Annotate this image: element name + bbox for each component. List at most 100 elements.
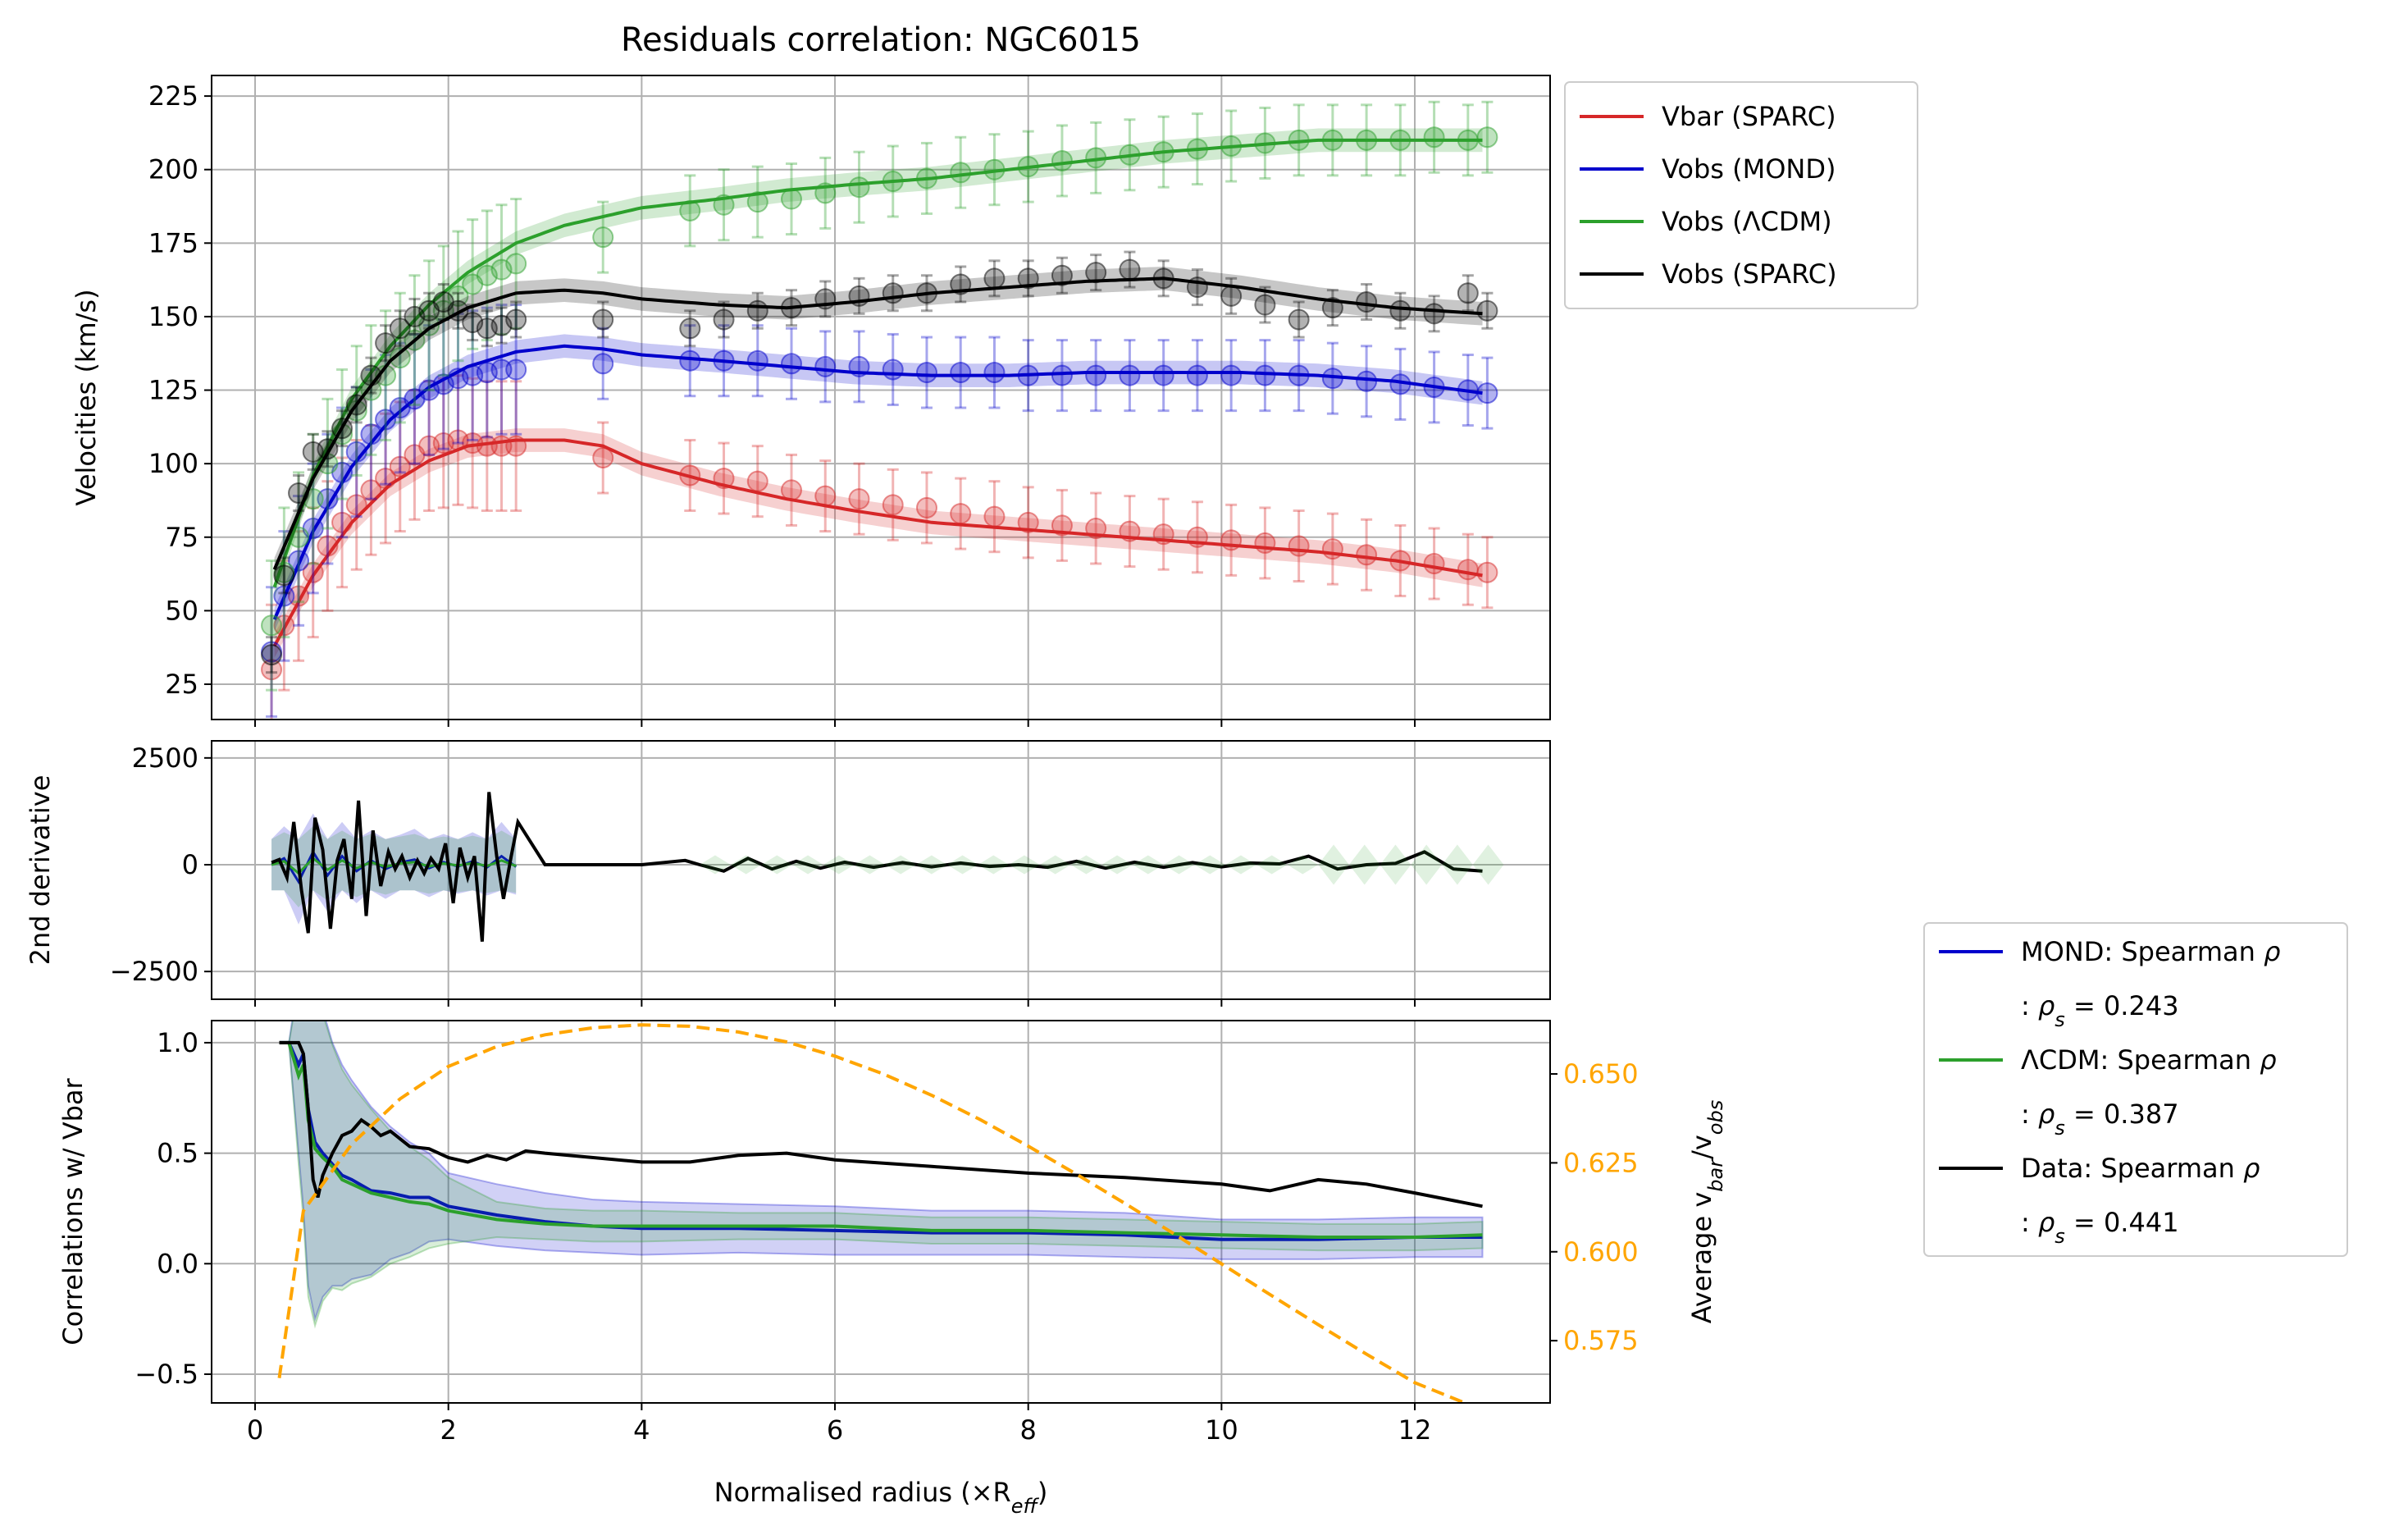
- band-segment: [1009, 855, 1040, 875]
- series-vbar-sparc-: [261, 374, 1498, 720]
- y2-tick-label: 0.575: [1563, 1325, 1639, 1356]
- band-segment: [823, 855, 855, 875]
- data-point: [1051, 149, 1073, 171]
- series-line: [272, 438, 1483, 647]
- band-segment: [946, 855, 978, 875]
- y-axis-label: 2nd derivative: [25, 775, 56, 966]
- chart-title: Residuals correlation: NGC6015: [621, 21, 1141, 59]
- data-point: [592, 308, 614, 331]
- band-segment: [1318, 844, 1349, 885]
- data-point: [950, 362, 972, 384]
- data-point: [746, 299, 768, 322]
- y-tick-label: 200: [148, 154, 198, 185]
- band-segment: [1472, 844, 1504, 885]
- data-point: [882, 494, 904, 516]
- axes-frame: [211, 1020, 1551, 1404]
- legend-label: MOND: Spearman ρ: [2021, 936, 2280, 967]
- data-point: [983, 362, 1006, 384]
- data-point: [360, 479, 382, 501]
- data-point: [1356, 291, 1378, 313]
- legend-label: Data: Spearman ρ: [2021, 1153, 2260, 1184]
- legend-frame: [1923, 922, 2348, 1257]
- legend-label: Vbar (SPARC): [1662, 101, 1836, 132]
- data-point: [592, 446, 614, 468]
- data-point: [882, 359, 904, 381]
- data-point: [360, 379, 382, 401]
- data-point: [781, 353, 803, 375]
- data-point: [1321, 297, 1343, 319]
- data-point: [1288, 535, 1310, 557]
- data-point: [1476, 561, 1498, 583]
- y-tick-label: 175: [148, 227, 198, 258]
- data-point: [375, 409, 397, 431]
- band-segment: [792, 855, 823, 875]
- data-point: [679, 318, 701, 340]
- data-point: [273, 564, 295, 587]
- band-segment: [1287, 855, 1319, 875]
- data-point: [848, 488, 870, 510]
- x-axis-label: Normalised radius (×Reff): [714, 1477, 1048, 1518]
- band-segment: [700, 855, 731, 875]
- data-point: [1017, 511, 1039, 533]
- data-point: [1423, 126, 1445, 148]
- data-point: [882, 282, 904, 304]
- data-point: [505, 253, 527, 275]
- band-segment: [1163, 855, 1195, 875]
- data-point: [679, 349, 701, 372]
- legend-label: Vobs (ΛCDM): [1662, 206, 1832, 237]
- x-tick-label: 2: [440, 1414, 457, 1446]
- data-point: [1288, 308, 1310, 331]
- band-segment: [761, 855, 793, 875]
- series-vobs-sparc-: [261, 250, 1498, 674]
- data-point: [746, 349, 768, 372]
- series-vobs-mond-: [261, 304, 1498, 718]
- band-segment: [730, 855, 762, 875]
- band-segment: [1194, 855, 1226, 875]
- legend-label: Vobs (SPARC): [1662, 258, 1837, 290]
- data-point: [1423, 553, 1445, 575]
- data-point: [1254, 294, 1276, 316]
- data-point: [1051, 514, 1073, 537]
- velocity-plot-area: [261, 100, 1498, 720]
- series-line: [271, 792, 1483, 942]
- panel-2: −2500 0 2500 2nd derivative: [25, 740, 1551, 1007]
- data-point: [1220, 364, 1243, 386]
- series-line: [272, 138, 1483, 588]
- data-point: [505, 359, 527, 381]
- data-point: [1119, 258, 1141, 281]
- data-point: [950, 503, 972, 525]
- y-tick-label: 0: [182, 849, 198, 880]
- data-point: [983, 505, 1006, 528]
- band-segment: [1225, 855, 1256, 875]
- data-point: [1152, 364, 1174, 386]
- data-point: [1119, 364, 1141, 386]
- y-tick-label: 50: [165, 595, 198, 626]
- data-point: [1389, 299, 1412, 322]
- data-point: [1017, 267, 1039, 290]
- data-point: [1476, 126, 1498, 148]
- data-point: [592, 353, 614, 375]
- data-point: [915, 362, 937, 384]
- legend-label: ΛCDM: Spearman ρ: [2021, 1044, 2277, 1076]
- y-tick-label: 125: [148, 375, 198, 406]
- y-tick-label: 1.0: [157, 1027, 198, 1058]
- data-point: [505, 308, 527, 331]
- correlation-plot-area: [277, 1021, 1484, 1403]
- series-line: [272, 344, 1483, 620]
- panel-3: −0.5 0.0 0.5 1.0 0 2 4 6 8 10 12 0.575 0.600 0.625 0.6…: [57, 1020, 1727, 1518]
- confidence-band: [279, 1021, 1484, 1323]
- y-axis-label: Velocities (km/s): [71, 289, 102, 505]
- x-tick-label: 8: [1020, 1414, 1037, 1446]
- data-point: [713, 308, 735, 331]
- data-point: [389, 318, 411, 340]
- legend-stat: : ρs = 0.243: [2021, 990, 2179, 1031]
- legend-frame: [1564, 81, 1918, 309]
- series-line: [279, 1040, 1483, 1208]
- series-line: [277, 1023, 1470, 1403]
- data-point: [1186, 364, 1208, 386]
- y-tick-label: 100: [148, 448, 198, 479]
- series-line: [279, 1040, 1483, 1241]
- data-point: [261, 659, 283, 681]
- data-point: [1051, 264, 1073, 286]
